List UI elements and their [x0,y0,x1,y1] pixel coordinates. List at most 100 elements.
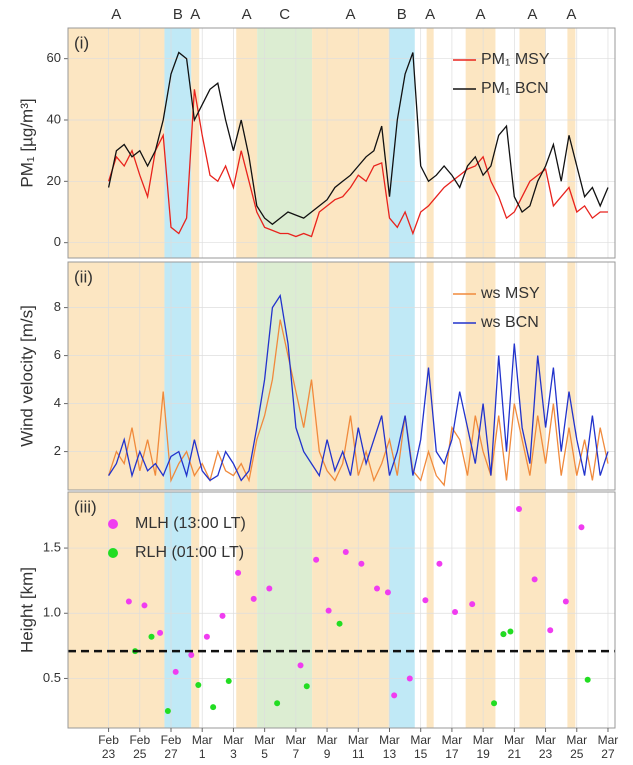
y-tick-label: 40 [47,111,61,126]
x-tick-label: Mar 5 [254,733,275,761]
x-tick-label: Mar 17 [441,733,463,761]
legend-label: ws MSY [480,285,540,302]
x-tick-label: Mar 23 [535,733,556,761]
regime-band [68,262,165,490]
point [303,683,310,690]
point [325,607,332,614]
point [219,612,226,619]
regime-band [465,492,496,728]
regime-label: B [173,6,183,23]
point [562,598,569,605]
plot-frame [67,261,616,491]
series-line [107,51,609,226]
x-tick-label: Feb 27 [160,733,182,761]
legend-label: PM₁ BCN [481,80,549,97]
y-tick-label: 2 [54,443,61,458]
point [210,704,217,711]
regime-band [567,262,576,490]
regime-band [191,28,200,258]
point [203,633,210,640]
regime-label: A [527,6,537,23]
point [422,597,429,604]
x-tick-label: Mar 3 [223,733,244,761]
y-tick-label: 0.5 [43,670,61,685]
regime-band [191,492,200,728]
x-tick-label: Feb 23 [98,733,119,761]
point [374,585,381,592]
point [157,629,164,636]
x-tick-label: Mar 19 [472,733,494,761]
point [406,675,413,682]
legend-marker [108,519,118,529]
regime-band [519,28,546,258]
regime-band [426,28,434,258]
point [531,576,538,583]
point [235,569,242,576]
regime-band [426,262,434,490]
point [336,620,343,627]
point [172,668,179,675]
y-tick-label: 20 [47,173,61,188]
regime-label: A [242,6,252,23]
regime-band [312,28,389,258]
point [125,598,132,605]
regime-band [465,28,496,258]
point [148,633,155,640]
point [507,628,514,635]
x-tick-label: Mar 15 [410,733,432,761]
regime-label: A [345,6,355,23]
point [313,556,320,563]
series-line [108,293,609,482]
point [491,700,498,707]
point [547,627,554,634]
point [164,708,171,715]
regime-band [191,262,200,490]
point [141,602,148,609]
y-axis-label: Height [km] [17,567,36,653]
regime-band [68,28,165,258]
regime-band [257,492,313,728]
point [250,595,257,602]
x-tick-label: Feb 25 [129,733,151,761]
point [452,608,459,615]
legend-label: PM₁ MSY [481,51,550,68]
regime-label: A [190,6,200,23]
regime-band [567,492,576,728]
x-tick-label: Mar 21 [503,733,525,761]
y-tick-label: 60 [47,50,61,65]
regime-label: B [397,6,407,23]
point [266,585,273,592]
y-axis-label: Wind velocity [m/s] [17,305,36,447]
y-axis-label: PM₁ [µg/m³] [17,98,36,187]
regime-label: A [111,6,121,23]
regime-band [164,492,192,728]
panel-label: (iii) [74,497,97,516]
regime-band [236,262,258,490]
point [391,692,398,699]
legend-label: MLH (13:00 LT) [135,515,246,532]
point [436,560,443,567]
regime-band [312,492,389,728]
plot-frame [67,491,616,729]
point [578,524,585,531]
x-tick-label: Mar 13 [379,733,400,761]
x-tick-label: Mar 9 [316,733,338,761]
regime-band [257,28,313,258]
point [358,560,365,567]
point [342,548,349,555]
regime-band [426,492,434,728]
plot-group [68,28,615,258]
y-tick-label: 1.5 [43,540,61,555]
regime-band [519,492,546,728]
point [297,662,304,669]
x-tick-label: Mar 11 [347,733,369,761]
y-tick-label: 1.0 [43,605,61,620]
series-line [107,89,608,238]
plot-frame [67,27,616,259]
regime-label: A [425,6,435,23]
regime-label: A [566,6,576,23]
point [500,631,507,638]
y-tick-label: 0 [54,234,61,249]
series-line [107,319,609,487]
